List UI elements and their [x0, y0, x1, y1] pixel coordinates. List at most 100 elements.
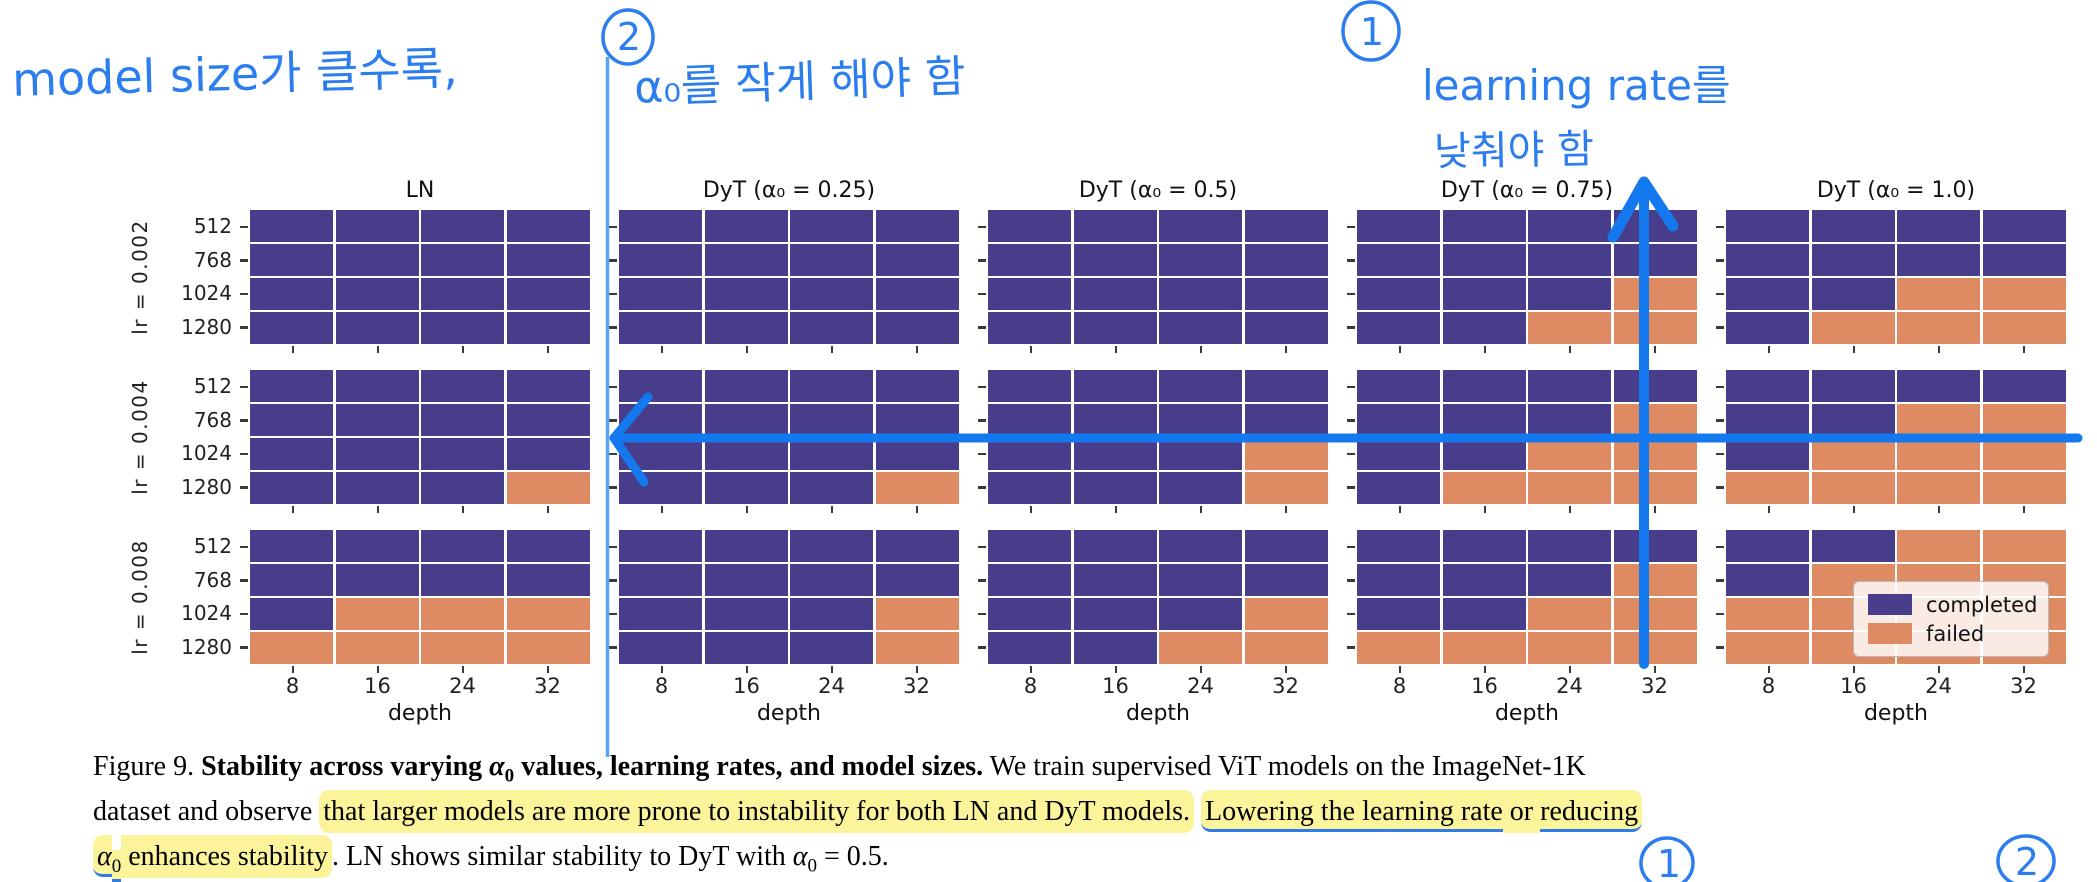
cell-0.004-w512-d8	[250, 370, 334, 402]
cell-0.004-w1280-d24	[1897, 472, 1981, 504]
y-tick-mark	[240, 646, 248, 649]
cell-0.002-w1024-d8	[1357, 278, 1441, 310]
cell-0.008-w768-d16	[1073, 564, 1157, 596]
cell-0.002-w512-d16	[704, 210, 788, 242]
cell-0.008-w768-d24	[790, 564, 874, 596]
cell-0.004-w1024-d32	[506, 438, 590, 470]
x-tick-label: 8	[1392, 674, 1407, 698]
cell-0.004-w1280-d8	[250, 472, 334, 504]
x-tick-mark	[1398, 506, 1401, 513]
x-tick-mark	[461, 346, 464, 353]
legend-item-failed: failed	[1868, 619, 2040, 648]
x-tick-mark	[830, 346, 833, 353]
cell-0.002-w768-d32	[506, 244, 590, 276]
x-tick-mark	[546, 346, 549, 353]
x-tick-label: 8	[285, 674, 300, 698]
cell-0.002-w768-d24	[1159, 244, 1243, 276]
y-tick-label: 768	[193, 407, 232, 432]
heatmap-panel	[250, 370, 590, 504]
cell-0.008-w1280-d24	[1528, 632, 1612, 664]
x-axis-title: depth	[1494, 701, 1560, 726]
x-tick-mark	[1767, 346, 1770, 353]
x-tick-mark	[1852, 346, 1855, 353]
x-tick-label: 24	[818, 674, 845, 698]
cell-0.004-w1024-d24	[1897, 438, 1981, 470]
y-tick-mark	[1347, 579, 1355, 582]
caption-segment: α	[93, 835, 112, 877]
x-tick-mark	[1937, 506, 1940, 513]
cell-0.008-w1280-d24	[421, 632, 505, 664]
cell-0.002-w1280-d16	[1073, 312, 1157, 344]
x-tick-mark	[1653, 666, 1656, 673]
cell-0.008-w512-d32	[1613, 530, 1697, 562]
cell-0.008-w1280-d8	[619, 632, 703, 664]
y-tick-mark	[1347, 419, 1355, 422]
handwritten-note-learning-rate: learning rate를	[1422, 61, 1731, 110]
cell-0.008-w1024-d8	[988, 598, 1072, 630]
y-tick-mark	[1716, 579, 1724, 582]
cell-0.002-w1024-d16	[704, 278, 788, 310]
cell-0.004-w512-d24	[1528, 370, 1612, 402]
y-tick-mark	[978, 292, 986, 296]
caption-segment	[1194, 796, 1201, 827]
x-tick-mark	[830, 506, 833, 513]
cell-0.008-w1280-d16	[1442, 632, 1526, 664]
y-tick-mark	[1716, 326, 1724, 329]
panel-title: DyT (α₀ = 1.0)	[1816, 178, 1976, 203]
cell-0.008-w768-d32	[1244, 564, 1328, 596]
caption-segment: that larger models are more prone to ins…	[319, 790, 1195, 833]
cell-0.008-w512-d32	[1244, 530, 1328, 562]
x-tick-mark	[1199, 666, 1202, 673]
y-tick-mark	[609, 259, 617, 262]
cell-0.008-w1024-d8	[1726, 598, 1810, 630]
cell-0.002-w512-d32	[506, 210, 590, 242]
x-tick-label: 16	[364, 674, 391, 698]
cell-0.004-w512-d8	[988, 370, 1072, 402]
handwritten-note-alpha0-smaller: α₀를 작게 해야 함	[633, 51, 967, 114]
cell-0.008-w1280-d8	[1726, 632, 1810, 664]
cell-0.002-w1024-d24	[790, 278, 874, 310]
cell-0.002-w1024-d8	[250, 278, 334, 310]
x-tick-label: 24	[1187, 674, 1214, 698]
x-tick-mark	[915, 346, 918, 353]
cell-0.004-w1024-d16	[704, 438, 788, 470]
cell-0.002-w768-d8	[250, 244, 334, 276]
cell-0.008-w1280-d16	[335, 632, 419, 664]
cell-0.004-w768-d24	[1897, 404, 1981, 436]
x-tick-label: 8	[1761, 674, 1776, 698]
cell-0.008-w768-d24	[1528, 564, 1612, 596]
x-tick-mark	[2022, 666, 2025, 673]
x-tick-mark	[1767, 506, 1770, 513]
panel-title: DyT (α₀ = 0.25)	[702, 178, 876, 203]
cell-0.004-w1024-d8	[250, 438, 334, 470]
heatmap-panel	[619, 210, 959, 344]
cell-0.008-w512-d24	[1528, 530, 1612, 562]
cell-0.008-w1024-d32	[875, 598, 959, 630]
legend-swatch-failed	[1868, 623, 1912, 644]
x-tick-mark	[1029, 346, 1032, 353]
cell-0.008-w1024-d32	[506, 598, 590, 630]
y-tick-mark	[1716, 545, 1724, 549]
x-tick-label: 24	[1925, 674, 1952, 698]
y-tick-label: 512	[193, 214, 232, 238]
cell-0.004-w1024-d16	[1442, 438, 1526, 470]
cell-0.008-w1024-d16	[335, 598, 419, 630]
cell-0.004-w1280-d24	[790, 472, 874, 504]
x-tick-mark	[1483, 666, 1486, 673]
cell-0.002-w512-d32	[1244, 210, 1328, 242]
cell-0.004-w512-d16	[1073, 370, 1157, 402]
cell-0.002-w1280-d8	[1726, 312, 1810, 344]
cell-0.004-w1280-d32	[506, 472, 590, 504]
y-tick-mark	[1347, 612, 1355, 616]
x-tick-mark	[1568, 346, 1571, 353]
x-tick-label: 8	[1023, 674, 1038, 698]
x-tick-label: 32	[534, 674, 561, 698]
cell-0.004-w1280-d24	[421, 472, 505, 504]
caption-segment: 0	[111, 849, 122, 882]
cell-0.004-w768-d16	[1442, 404, 1526, 436]
y-tick-mark	[1716, 452, 1724, 456]
x-tick-mark	[745, 666, 748, 673]
y-tick-mark	[1716, 259, 1724, 262]
x-tick-mark	[1199, 506, 1202, 513]
cell-0.008-w512-d24	[421, 530, 505, 562]
